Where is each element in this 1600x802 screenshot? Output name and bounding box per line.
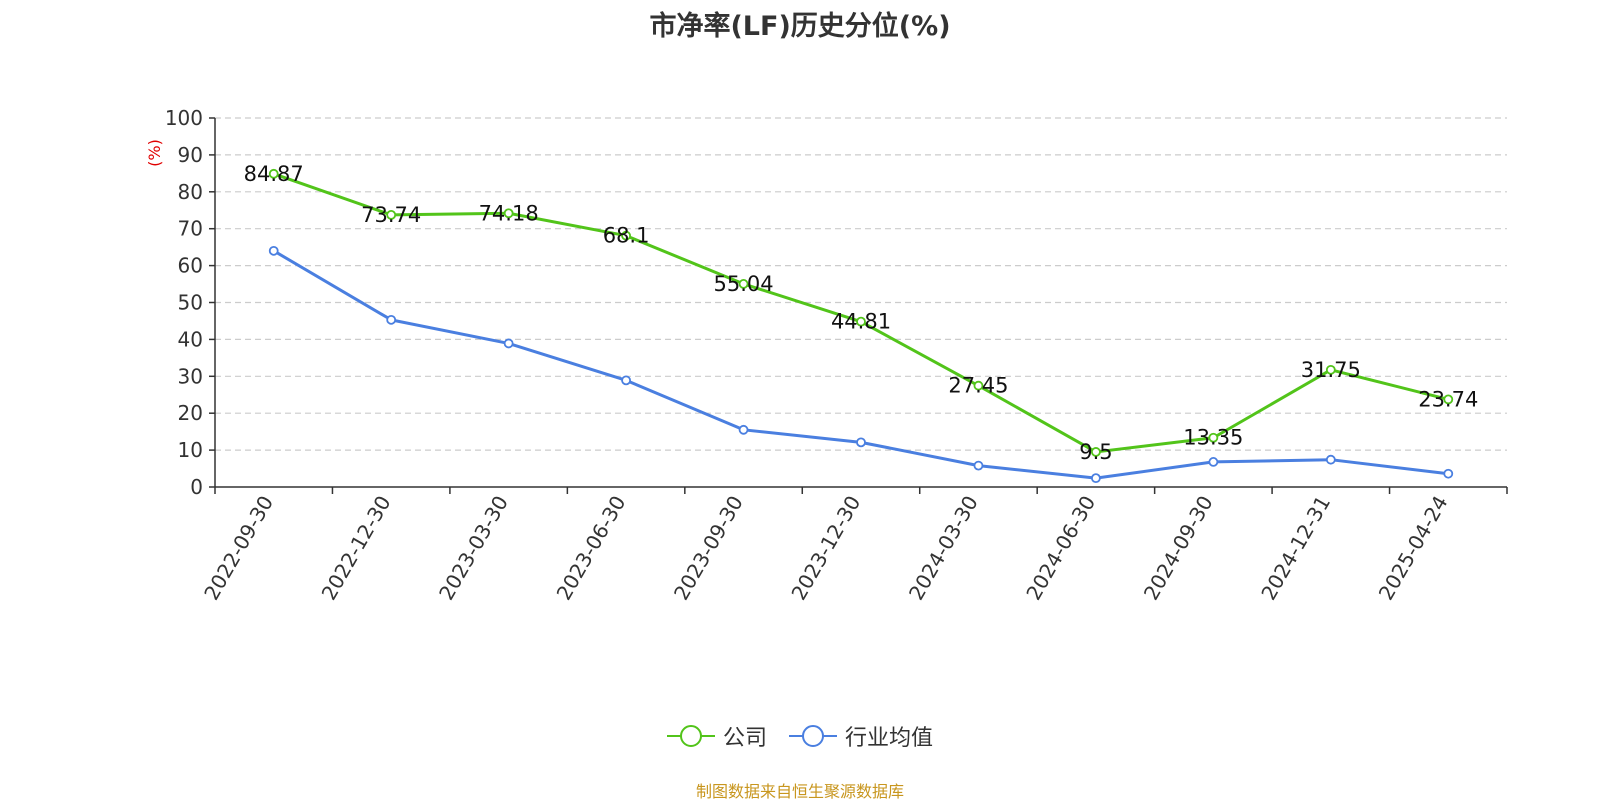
y-tick-label: 40 [178,327,203,351]
x-tick-label: 2023-12-30 [786,492,865,605]
y-tick-label: 80 [178,180,203,204]
legend: 公司 行业均值 [0,720,1600,752]
company-series-point[interactable] [1208,432,1219,443]
industry-series-point[interactable] [1091,473,1101,484]
legend-item-industry[interactable]: 行业均值 [789,720,933,752]
y-tick-label: 50 [178,291,203,315]
x-tick-label: 2025-04-24 [1374,492,1453,605]
legend-label-industry: 行业均值 [845,726,934,751]
y-tick-label: 100 [165,106,203,130]
company-series-point[interactable] [1091,447,1101,457]
chart-title: 市净率(LF)历史分位(%) [649,11,951,42]
x-tick-label: 2023-03-30 [434,492,513,605]
y-tick-label: 20 [178,401,203,425]
industry-series-point[interactable] [386,314,397,325]
industry-series-point[interactable] [621,375,631,386]
x-tick-label: 2024-06-30 [1021,492,1100,605]
company-series-point[interactable] [738,279,749,289]
data-label: 55.04 [713,272,773,296]
x-tick-label: 2024-09-30 [1139,492,1218,605]
company-series-point[interactable] [1443,394,1454,405]
company-series-point[interactable] [268,168,279,179]
data-label: 68.1 [603,224,650,248]
legend-item-company[interactable]: 公司 [666,720,767,752]
source-note: 制图数据来自恒生聚源数据库 [695,782,904,801]
industry-series-point[interactable] [1443,468,1454,479]
axes: 0 10 20 30 40 50 60 70 80 90 100 2022-09-30 2022-12-… [165,106,1508,605]
data-label: 84.87 [244,162,304,186]
series-lines [268,168,1454,484]
data-label: 31.75 [1301,358,1361,382]
data-label: 9.5 [1079,440,1112,464]
y-tick-label: 70 [178,217,203,241]
circle-line-marker-green-icon [666,725,715,747]
circle-line-marker-blue-icon [789,725,837,747]
industry-series-point[interactable] [856,437,866,448]
y-tick-label: 60 [178,254,203,278]
y-axis-unit-label: (%) [145,139,164,167]
x-tick-label: 2024-03-30 [904,492,983,605]
legend-label-company: 公司 [722,726,767,751]
data-label: 23.74 [1418,387,1478,411]
company-series-point[interactable] [503,208,514,219]
industry-series-point[interactable] [503,338,514,349]
x-tick-label: 2022-12-30 [317,492,396,605]
data-label: 44.81 [831,310,891,334]
data-label: 13.35 [1183,426,1243,450]
data-labels: 84.87 73.74 74.18 68.1 55.04 44.81 27.45 9.5 13.… [244,162,1479,464]
company-series-point[interactable] [856,316,866,327]
industry-series-point[interactable] [738,424,749,435]
industry-series-point[interactable] [268,245,279,256]
data-label: 73.74 [361,203,421,227]
y-tick-label: 0 [190,475,203,499]
x-tick-label: 2023-09-30 [669,492,748,605]
y-tick-label: 30 [178,364,203,388]
grid-lines [215,117,1507,451]
industry-series-point[interactable] [1208,457,1219,467]
data-label: 74.18 [479,201,539,225]
company-series-point[interactable] [973,380,984,391]
x-tick-label: 2024-12-31 [1256,492,1335,605]
company-series-point[interactable] [1325,364,1336,375]
x-tick-label: 2023-06-30 [552,492,631,605]
x-tick-label: 2022-09-30 [199,492,278,605]
y-tick-label: 10 [178,438,203,462]
industry-series-point[interactable] [1325,454,1336,465]
data-label: 27.45 [948,374,1008,398]
company-series-point[interactable] [386,209,397,220]
company-series-point[interactable] [621,230,631,241]
industry-series-point[interactable] [973,460,984,471]
y-tick-label: 90 [178,143,203,167]
